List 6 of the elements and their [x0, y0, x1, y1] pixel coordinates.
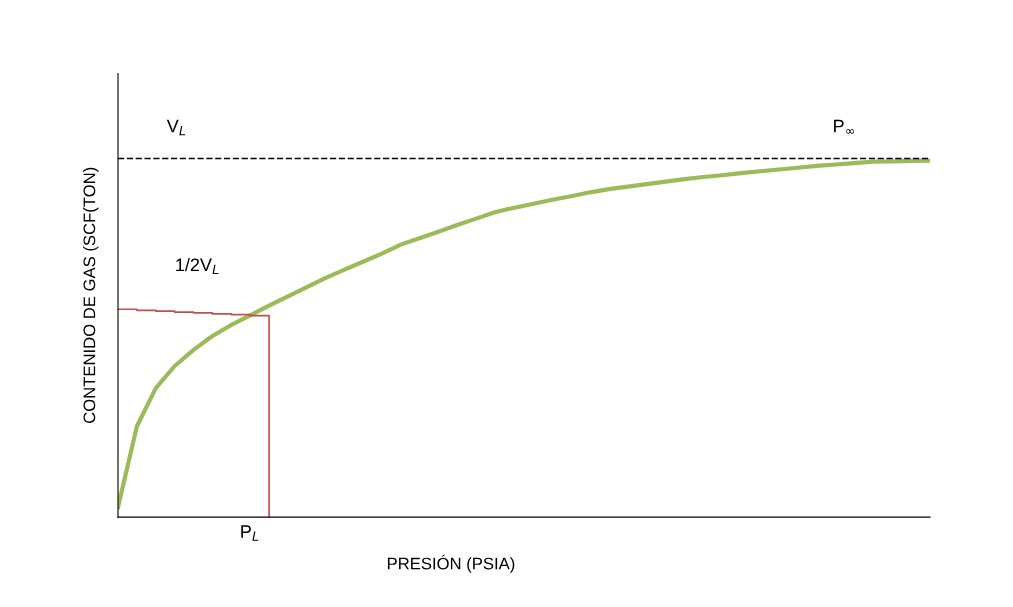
- text: P$_{∞}$: [834, 119, 854, 134]
- y-axis-title: CONTENIDO DE GAS (SCF(TON): [83, 167, 99, 424]
- text: P$_{L}$: [241, 525, 259, 541]
- x-axis-title: PRESIÓN (PSIA): [387, 554, 515, 573]
- ref-line-label: V$_{L}$: [166, 119, 186, 136]
- annotation: 1/2V$_{L}$: [176, 257, 219, 274]
